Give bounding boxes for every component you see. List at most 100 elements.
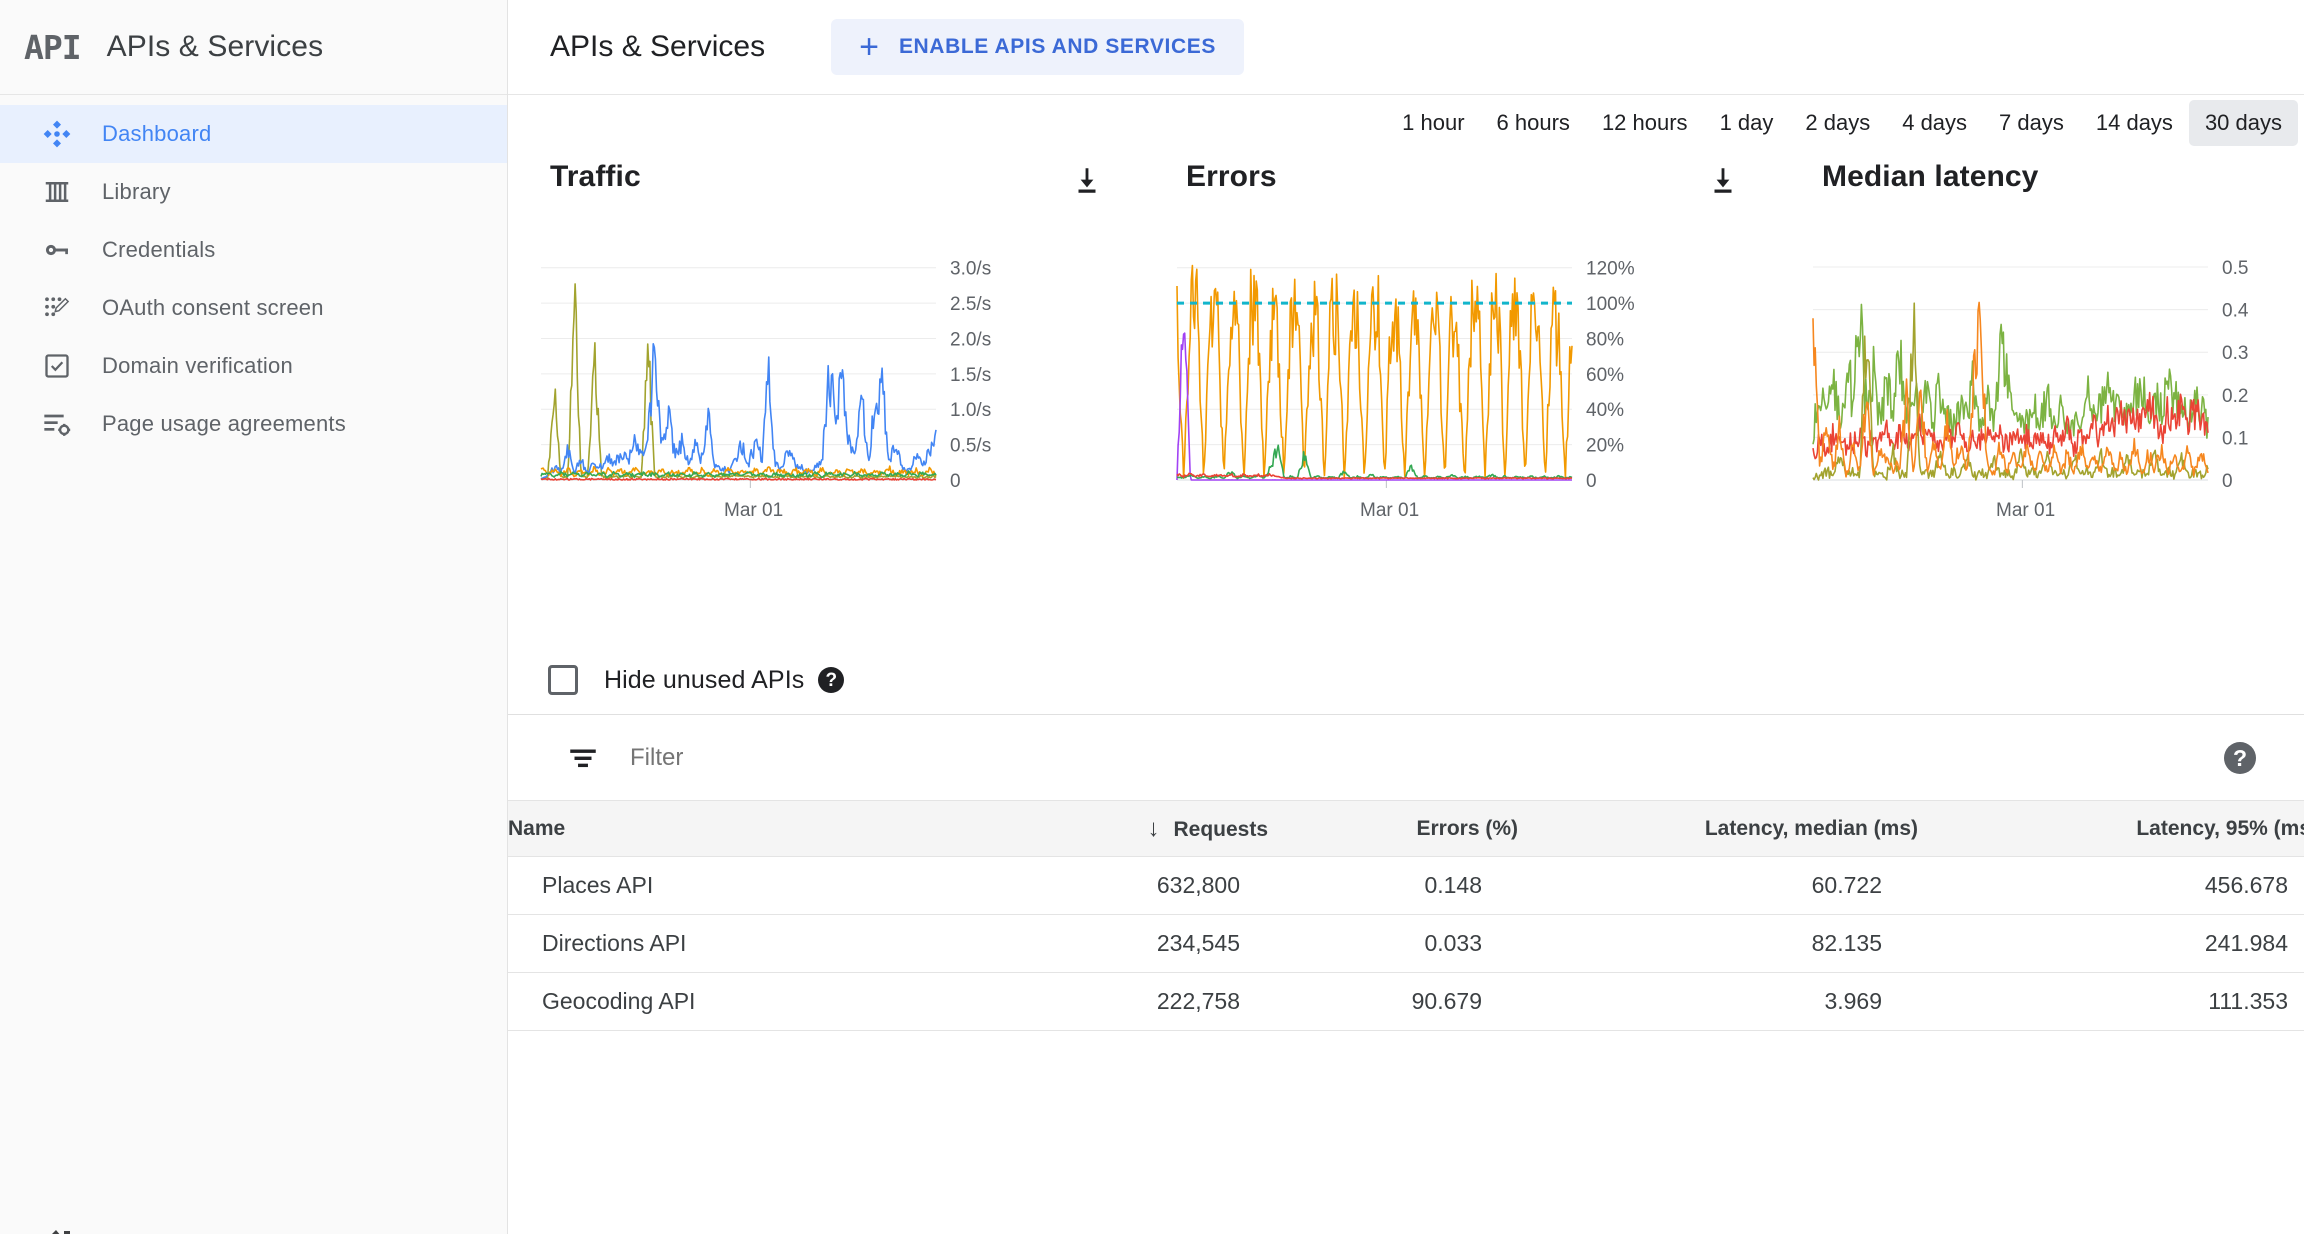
time-range-6-hours[interactable]: 6 hours xyxy=(1496,110,1570,135)
chart-series-series-red xyxy=(1812,391,2209,460)
main-content: APIs & Services + ENABLE APIS AND SERVIC… xyxy=(508,0,2304,1234)
chart-x-tick-label: Mar 01 xyxy=(1996,500,2056,521)
sidebar-item-dashboard[interactable]: Dashboard xyxy=(0,105,507,163)
svg-text:1.5/s: 1.5/s xyxy=(950,365,991,386)
svg-text:0: 0 xyxy=(1586,471,1597,492)
help-icon[interactable]: ? xyxy=(2224,742,2256,774)
svg-text:0: 0 xyxy=(2222,471,2233,492)
help-icon[interactable]: ? xyxy=(818,667,845,693)
cell-requests: 234,545 xyxy=(998,914,1268,973)
hide-unused-apis-row: Hide unused APIs ? xyxy=(548,665,845,695)
svg-text:0.1: 0.1 xyxy=(2222,428,2248,449)
time-range-selector: 1 hour 6 hours 12 hours 1 day 2 days 4 d… xyxy=(1386,96,2298,150)
enable-apis-and-services-button[interactable]: + ENABLE APIS AND SERVICES xyxy=(831,19,1244,75)
chart-header: Median latency xyxy=(1808,160,2304,222)
table-row[interactable]: Places API 632,800 0.148 60.722 456.678 xyxy=(508,856,2304,915)
plus-icon: + xyxy=(859,28,879,66)
sidebar-item-credentials[interactable]: Credentials xyxy=(0,221,507,279)
bottom-fragment-icon xyxy=(48,1220,78,1234)
column-header-requests[interactable]: ↓ Requests xyxy=(998,800,1268,857)
time-range-7-days[interactable]: 7 days xyxy=(1999,110,2064,135)
column-header-latency-median[interactable]: Latency, median (ms) xyxy=(1518,800,1918,857)
chart-series-series-olive xyxy=(1812,302,2209,481)
svg-text:0.2: 0.2 xyxy=(2222,386,2248,407)
download-icon[interactable] xyxy=(1070,164,1104,198)
column-header-errors[interactable]: Errors (%) xyxy=(1268,800,1518,857)
cell-latency-median: 60.722 xyxy=(1518,856,1918,915)
chart-series-series-orange xyxy=(1812,301,2209,478)
hide-unused-apis-label: Hide unused APIs xyxy=(604,665,805,694)
time-range-1-hour[interactable]: 1 hour xyxy=(1402,110,1465,135)
column-header-latency-95[interactable]: Latency, 95% (ms) xyxy=(1918,800,2304,857)
sidebar-item-label: Domain verification xyxy=(102,353,293,378)
sidebar-nav: Dashboard Library xyxy=(0,95,507,453)
time-range-1-day[interactable]: 1 day xyxy=(1719,110,1774,135)
filter-icon[interactable] xyxy=(566,741,600,775)
cell-latency-median: 82.135 xyxy=(1518,914,1918,973)
sidebar-item-domain-verification[interactable]: Domain verification xyxy=(0,337,507,395)
main-header: APIs & Services + ENABLE APIS AND SERVIC… xyxy=(508,0,2304,95)
svg-text:120%: 120% xyxy=(1586,259,1635,280)
api-table: Name ↓ Requests Errors (%) Latency, media… xyxy=(508,800,2304,1031)
api-table-section: ? Name ↓ Requests Errors (%) Latency, med… xyxy=(508,714,2304,1234)
svg-text:20%: 20% xyxy=(1586,436,1624,457)
svg-text:2.0/s: 2.0/s xyxy=(950,329,991,350)
cell-latency-95: 111.353 xyxy=(1918,972,2304,1031)
table-row[interactable]: Geocoding API 222,758 90.679 3.969 111.3… xyxy=(508,972,2304,1031)
cell-latency-95: 456.678 xyxy=(1918,856,2304,915)
chart-series-series-purple xyxy=(1176,332,1572,481)
api-table-head: Name ↓ Requests Errors (%) Latency, media… xyxy=(508,800,2304,857)
svg-text:2.5/s: 2.5/s xyxy=(950,294,991,315)
chart-plot-median-latency: 0 0.1 0.2 0.3 0.4 0.5 Mar 01 xyxy=(1808,222,2304,552)
cell-requests: 222,758 xyxy=(998,972,1268,1031)
chart-title: Traffic xyxy=(550,160,641,193)
hide-unused-apis-checkbox[interactable] xyxy=(548,665,578,695)
svg-text:1.0/s: 1.0/s xyxy=(950,400,991,421)
cell-errors: 0.148 xyxy=(1268,856,1518,915)
chart-plot-traffic: 0 0.5/s 1.0/s 1.5/s 2.0/s 2.5/s 3.0/s Mar 01 xyxy=(536,222,1096,552)
page-title: APIs & Services xyxy=(550,30,766,63)
charts-row: Traffic 0 0.5/s 1.0/s 1.5/s 2.0/s 2.5/s 3.0/s … xyxy=(508,160,2304,560)
svg-text:0.4: 0.4 xyxy=(2222,301,2249,322)
cell-name: Geocoding API xyxy=(508,972,998,1031)
sidebar-item-label: OAuth consent screen xyxy=(102,295,324,320)
sidebar-header: API APIs & Services xyxy=(0,0,507,95)
svg-text:40%: 40% xyxy=(1586,400,1624,421)
chart-card-traffic: Traffic 0 0.5/s 1.0/s 1.5/s 2.0/s 2.5/s 3.0/s … xyxy=(536,160,1116,560)
chart-x-tick-label: Mar 01 xyxy=(724,500,784,521)
chart-header: Errors xyxy=(1172,160,1752,222)
time-range-2-days[interactable]: 2 days xyxy=(1805,110,1871,135)
svg-text:0.3: 0.3 xyxy=(2222,343,2248,364)
cell-requests: 632,800 xyxy=(998,856,1268,915)
oauth-consent-icon xyxy=(40,291,74,325)
sidebar-item-label: Library xyxy=(102,179,171,204)
checkbox-verified-icon xyxy=(40,349,74,383)
chart-title: Errors xyxy=(1186,160,1277,193)
svg-text:80%: 80% xyxy=(1586,329,1624,350)
sidebar: API APIs & Services Dashboard xyxy=(0,0,508,1234)
sidebar-item-oauth-consent-screen[interactable]: OAuth consent screen xyxy=(0,279,507,337)
cell-errors: 90.679 xyxy=(1268,972,1518,1031)
sidebar-item-page-usage-agreements[interactable]: Page usage agreements xyxy=(0,395,507,453)
table-row[interactable]: Directions API 234,545 0.033 82.135 241.… xyxy=(508,914,2304,973)
chart-series-series-green xyxy=(1812,303,2209,445)
arrow-down-icon: ↓ xyxy=(1147,814,1160,842)
svg-text:3.0/s: 3.0/s xyxy=(950,259,991,280)
time-range-12-hours[interactable]: 12 hours xyxy=(1601,110,1688,135)
chart-series-series-orange xyxy=(540,465,937,478)
api-table-body: Places API 632,800 0.148 60.722 456.678 … xyxy=(508,856,2304,1031)
column-header-name[interactable]: Name xyxy=(508,800,998,857)
time-range-30-days[interactable]: 30 days xyxy=(2188,100,2298,146)
enable-button-label: ENABLE APIS AND SERVICES xyxy=(898,35,1216,58)
svg-text:0.5/s: 0.5/s xyxy=(950,436,991,457)
time-range-4-days[interactable]: 4 days xyxy=(1902,110,1968,135)
download-icon[interactable] xyxy=(1706,164,1740,198)
time-range-14-days[interactable]: 14 days xyxy=(2095,110,2173,135)
filter-input[interactable] xyxy=(630,743,1230,772)
chart-title: Median latency xyxy=(1822,160,2039,193)
chart-series-series-olive xyxy=(540,283,937,480)
sidebar-item-label: Credentials xyxy=(102,237,216,262)
sidebar-item-library[interactable]: Library xyxy=(0,163,507,221)
svg-text:100%: 100% xyxy=(1586,294,1635,315)
